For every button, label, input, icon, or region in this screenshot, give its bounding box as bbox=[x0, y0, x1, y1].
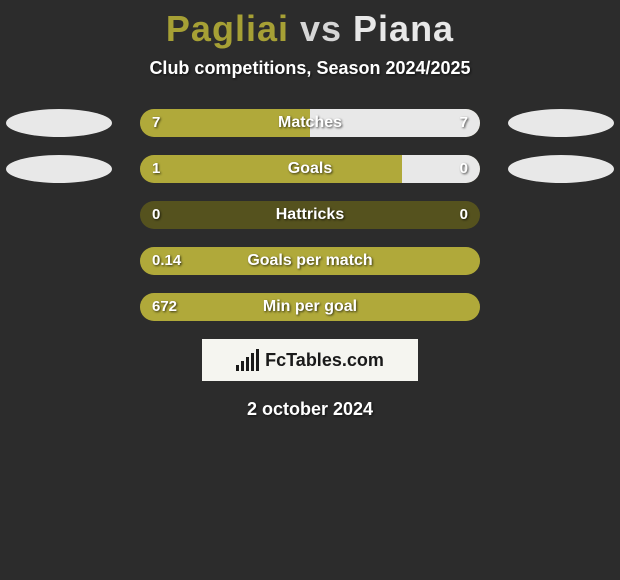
stat-label: Min per goal bbox=[140, 293, 480, 321]
title-player1: Pagliai bbox=[166, 8, 289, 49]
stat-row: 10Goals bbox=[0, 155, 620, 183]
bar-track: 10Goals bbox=[140, 155, 480, 183]
ellipse-p2 bbox=[508, 109, 614, 137]
ellipse-p1 bbox=[6, 109, 112, 137]
stat-label: Hattricks bbox=[140, 201, 480, 229]
title-vs: vs bbox=[289, 8, 353, 49]
page-title: Pagliai vs Piana bbox=[0, 0, 620, 50]
branding-text: FcTables.com bbox=[265, 350, 384, 371]
stat-label: Matches bbox=[140, 109, 480, 137]
bar-track: 0.14Goals per match bbox=[140, 247, 480, 275]
stat-row: 672Min per goal bbox=[0, 293, 620, 321]
stat-label: Goals bbox=[140, 155, 480, 183]
date-label: 2 october 2024 bbox=[0, 399, 620, 420]
subtitle: Club competitions, Season 2024/2025 bbox=[0, 58, 620, 79]
stat-row: 77Matches bbox=[0, 109, 620, 137]
barchart-icon bbox=[236, 349, 259, 371]
ellipse-p2 bbox=[508, 155, 614, 183]
bar-track: 00Hattricks bbox=[140, 201, 480, 229]
stat-row: 00Hattricks bbox=[0, 201, 620, 229]
bar-track: 77Matches bbox=[140, 109, 480, 137]
stat-row: 0.14Goals per match bbox=[0, 247, 620, 275]
stat-label: Goals per match bbox=[140, 247, 480, 275]
bar-track: 672Min per goal bbox=[140, 293, 480, 321]
ellipse-p1 bbox=[6, 155, 112, 183]
title-player2: Piana bbox=[353, 8, 454, 49]
branding-badge: FcTables.com bbox=[202, 339, 418, 381]
stats-container: 77Matches 10Goals 00Hattricks 0.14Goals per… bbox=[0, 109, 620, 321]
